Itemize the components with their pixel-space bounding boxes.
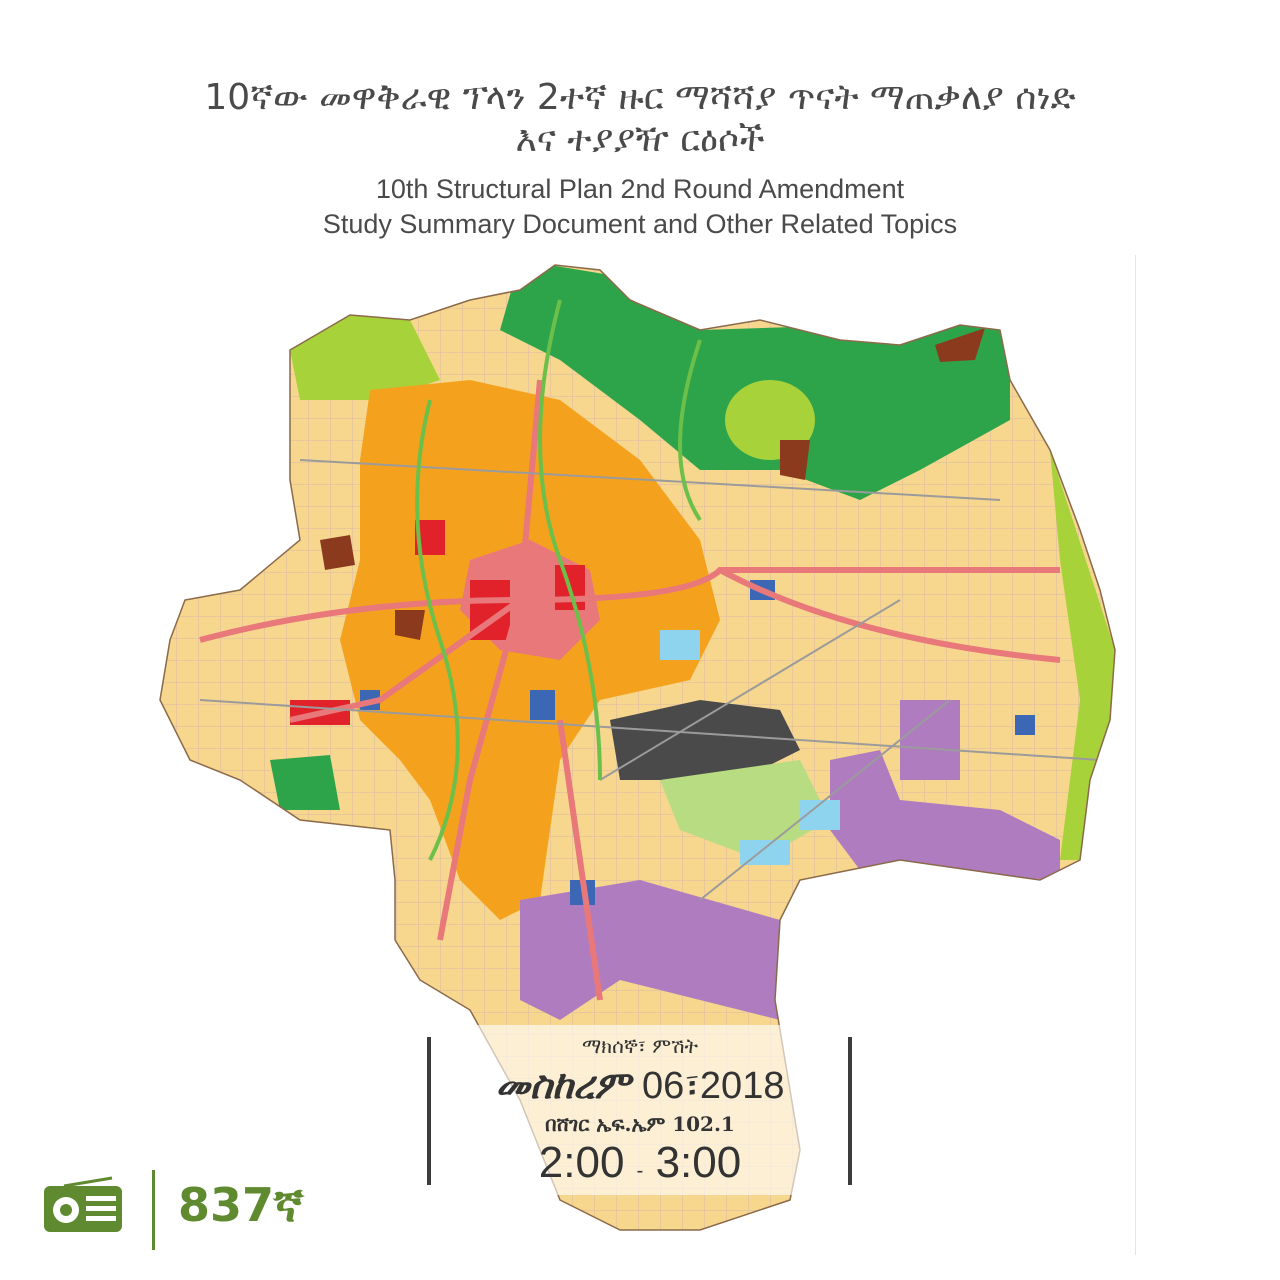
industrial-zone	[830, 750, 1060, 880]
day-label: ማክሰኞ፣ ምሽት	[582, 1034, 698, 1058]
green-space-edge	[1050, 450, 1115, 860]
water-body	[660, 630, 700, 660]
schedule-backdrop	[433, 1025, 847, 1195]
episode-number: 837ኛ	[178, 1178, 304, 1232]
time-dash: -	[636, 1160, 644, 1182]
special-zone	[935, 328, 985, 362]
date-separator: ፣	[684, 1063, 700, 1107]
time-start: 2:00	[538, 1138, 625, 1187]
title-amharic-line1: 10ኛው መዋቅራዊ ፕላን 2ተኛ ዙር ማሻሻያ ጥናት ማጠቃለያ ሰነድ	[204, 77, 1076, 118]
radio-icon	[44, 1176, 122, 1232]
time-end: 3:00	[655, 1138, 742, 1187]
broadcast-date: መስከረም 06፣2018	[440, 1060, 840, 1111]
minor-roads	[199, 459, 1101, 901]
divider-right	[848, 1037, 852, 1185]
day: 06	[642, 1065, 685, 1107]
airport	[610, 700, 800, 780]
station: በሸገር ኤፍ.ኤም 102.1	[545, 1112, 735, 1136]
title-amharic-line2: እና ተያያዥ ርዕሶች	[515, 119, 765, 160]
service-area	[1015, 715, 1035, 735]
forest-area	[270, 755, 340, 810]
title-english-line1: 10th Structural Plan 2nd Round Amendment	[375, 174, 905, 204]
major-roads	[199, 379, 1061, 1001]
special-zone	[395, 610, 425, 640]
frame-line	[1135, 255, 1136, 1255]
green-space	[290, 315, 440, 400]
industrial-zone	[900, 700, 960, 780]
divider-left	[427, 1037, 431, 1185]
forest-area	[500, 265, 1010, 500]
month: መስከረም	[495, 1062, 630, 1107]
title-english-line2: Study Summary Document and Other Related…	[322, 209, 958, 239]
special-zone	[780, 440, 810, 480]
service-area	[530, 690, 555, 720]
river-corridors	[415, 299, 702, 861]
special-zone	[320, 535, 355, 570]
green-space	[660, 760, 830, 860]
footer-divider	[152, 1170, 155, 1250]
broadcast-time: 2:00 - 3:00	[440, 1135, 840, 1199]
year: 2018	[699, 1065, 785, 1107]
